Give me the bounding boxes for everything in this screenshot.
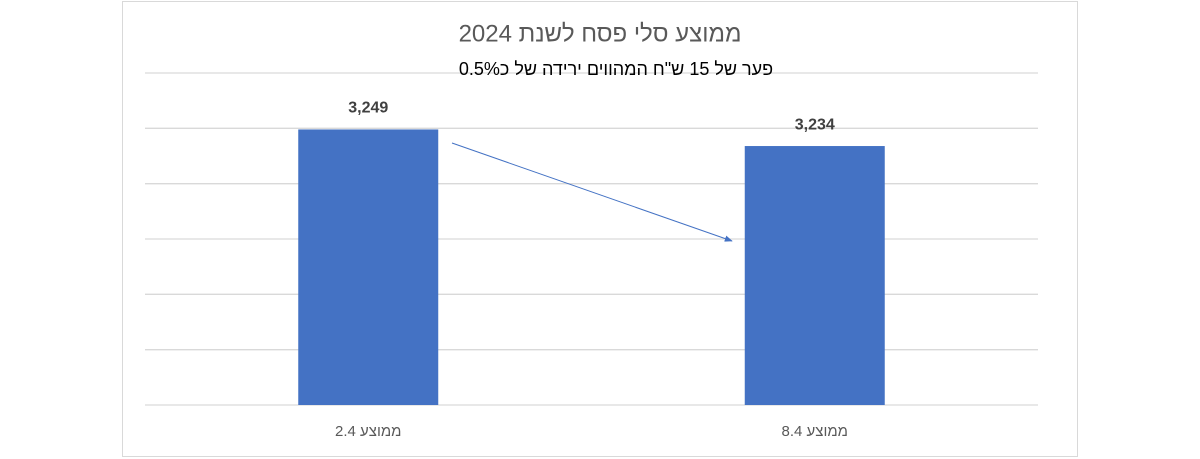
- annotation-arrow: [451, 142, 733, 242]
- bar: [298, 129, 439, 405]
- chart-title: ממוצע סלי פסח לשנת 2024: [459, 20, 742, 47]
- chart-border: [122, 1, 1078, 457]
- data-label: 3,249: [348, 100, 388, 117]
- bar: [744, 146, 885, 406]
- marks: ממוצע 2.4 3,249 ממוצע 8.4 3,234: [298, 100, 885, 440]
- grid: [145, 72, 1038, 406]
- chart-subtitle: פער של 15 ש"ח המהווים ירידה של כ0.5%: [459, 59, 773, 79]
- x-tick-label: ממוצע 8.4: [782, 423, 848, 440]
- x-tick-label: ממוצע 2.4: [335, 423, 401, 440]
- data-label: 3,234: [795, 116, 835, 133]
